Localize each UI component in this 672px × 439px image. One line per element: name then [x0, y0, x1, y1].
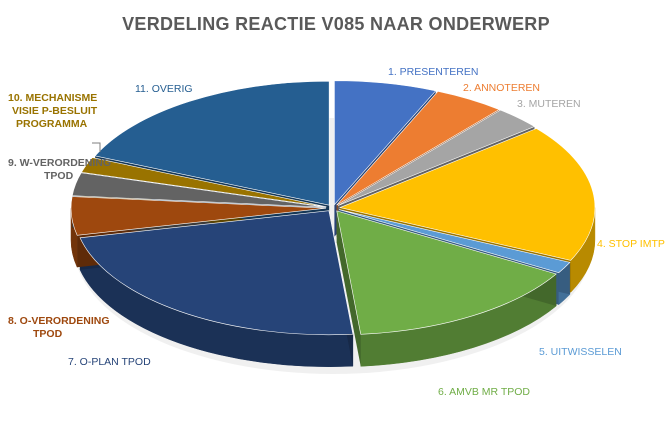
- svg-text:1. PRESENTEREN: 1. PRESENTEREN: [388, 66, 478, 78]
- pie-slice-10[interactable]: 10. MECHANISME VISIE P-BESLUIT PROGRAMMA…: [81, 157, 327, 208]
- pie-slice-5[interactable]: 5. UITWISSELEN: 1.5: [339, 209, 571, 274]
- pie-slice-4[interactable]: 4. STOP IMTP: 18: [338, 128, 596, 261]
- pie-slice-2[interactable]: 2. ANNOTEREN: 4.5: [336, 90, 500, 206]
- svg-text:3. MUTEREN: 3. MUTEREN: [517, 98, 581, 110]
- pie-slice-8[interactable]: 8. O-VERORDENING TPOD: 5: [70, 196, 327, 236]
- pie-slice-1[interactable]: 1. PRESENTEREN: 6.5: [334, 80, 437, 206]
- slice-label-10: 10. MECHANISME VISIE P-BESLUIT PROGRAMMA: [8, 92, 98, 130]
- pie-slices: 1. PRESENTEREN: 6.52. ANNOTEREN: 4.53. M…: [70, 80, 596, 336]
- slice-label-11: 11. OVERIG: [135, 83, 193, 95]
- pie-slice-6[interactable]: 6. AMVB MR TPOD: 15: [336, 210, 557, 335]
- chart-title: VERDELING REACTIE V085 NAAR ONDERWERP: [122, 14, 550, 34]
- pie-edge-6: [336, 210, 361, 367]
- slice-label-5: 5. UITWISSELEN: [539, 346, 622, 358]
- slice-label-1: 1. PRESENTEREN: [388, 66, 478, 78]
- slice-label-3: 3. MUTEREN: [517, 98, 581, 110]
- svg-text:2. ANNOTEREN: 2. ANNOTEREN: [463, 82, 540, 94]
- svg-text:7. O-PLAN TPOD: 7. O-PLAN TPOD: [68, 356, 151, 368]
- pie-slice-3[interactable]: 3. MUTEREN: 3: [337, 109, 536, 206]
- slice-label-6: 6. AMVB MR TPOD: [438, 386, 530, 398]
- pie-slice-11[interactable]: 11. OVERIG: 18.5: [94, 80, 330, 206]
- slice-label-2: 2. ANNOTEREN: [463, 82, 540, 94]
- pie-slice-7[interactable]: 7. O-PLAN TPOD: 23: [79, 210, 354, 336]
- slice-label-7: 7. O-PLAN TPOD: [68, 356, 151, 368]
- svg-text:5. UITWISSELEN: 5. UITWISSELEN: [539, 346, 622, 358]
- slice-label-4: 4. STOP IMTP: [597, 238, 665, 250]
- leader-line-9: [92, 142, 101, 152]
- slice-label-9: 9. W-VERORDENING TPOD: [8, 157, 111, 182]
- svg-text:11. OVERIG: 11. OVERIG: [135, 83, 193, 95]
- svg-text:6. AMVB MR TPOD: 6. AMVB MR TPOD: [438, 386, 530, 398]
- slice-label-8: 8. O-VERORDENING TPOD: [8, 315, 110, 340]
- slice-labels: 1. PRESENTEREN 2. ANNOTEREN 3. MUTEREN 4. S…: [8, 66, 665, 398]
- pie-slice-9[interactable]: 9. W-VERORDENING TPOD: 3: [71, 172, 327, 208]
- svg-text:4. STOP IMTP: 4. STOP IMTP: [597, 238, 665, 250]
